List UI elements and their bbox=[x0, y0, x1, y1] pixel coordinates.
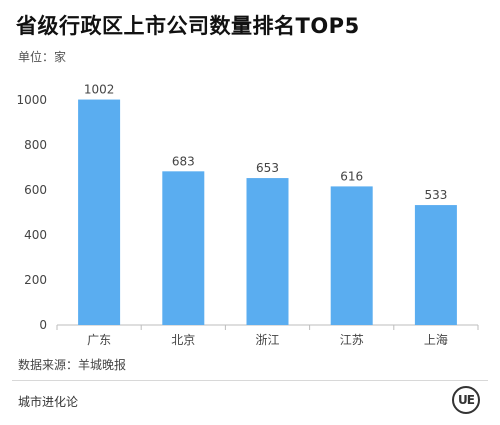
x-tick-label: 浙江 bbox=[255, 333, 279, 347]
brand-name: 城市进化论 bbox=[18, 395, 79, 409]
x-tick-label: 江苏 bbox=[340, 333, 364, 347]
bar-1 bbox=[78, 99, 121, 325]
data-label: 616 bbox=[340, 169, 363, 183]
y-tick-label: 400 bbox=[24, 228, 47, 242]
data-label: 653 bbox=[256, 161, 279, 175]
unit-label: 单位：家 bbox=[18, 50, 67, 64]
y-tick-label: 0 bbox=[39, 318, 47, 332]
y-tick-label: 600 bbox=[24, 183, 47, 197]
bar-3 bbox=[246, 178, 289, 325]
x-tick-label: 广东 bbox=[87, 333, 111, 347]
y-tick-label: 1000 bbox=[16, 93, 47, 107]
data-label: 533 bbox=[424, 188, 447, 202]
x-tick-label: 上海 bbox=[424, 332, 448, 347]
bar-chart: 0 200 400 600 800 1000 1002 广东 683 北京 653 浙江 616 江苏 53… bbox=[16, 83, 479, 347]
x-tick-label: 北京 bbox=[171, 333, 195, 347]
footer-divider bbox=[12, 380, 488, 381]
bar-4 bbox=[330, 186, 373, 325]
data-source: 数据来源：羊城晚报 bbox=[18, 358, 127, 372]
data-label: 683 bbox=[172, 154, 195, 168]
y-tick-label: 200 bbox=[24, 273, 47, 287]
brand-logo-icon: UE bbox=[452, 386, 480, 414]
bar-2 bbox=[162, 171, 205, 325]
chart-title: 省级行政区上市公司数量排名TOP5 bbox=[16, 14, 360, 38]
y-tick-label: 800 bbox=[24, 138, 47, 152]
data-label: 1002 bbox=[84, 83, 115, 97]
bar-5 bbox=[414, 205, 457, 325]
